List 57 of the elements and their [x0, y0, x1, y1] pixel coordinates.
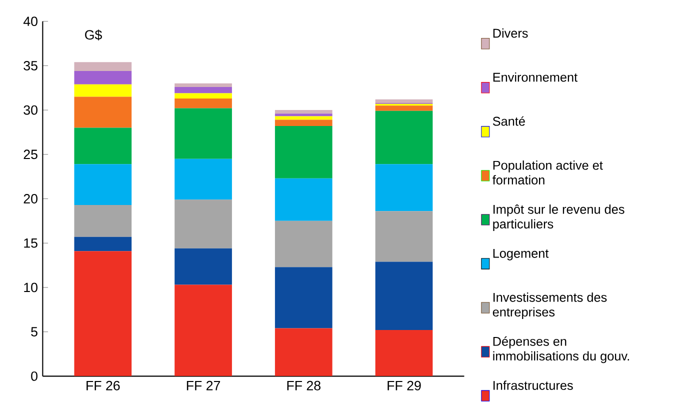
bar [274, 178, 332, 221]
bar [375, 106, 433, 111]
legend-label: Population active et formation [492, 160, 603, 184]
bar [375, 262, 433, 330]
bar [375, 164, 433, 212]
x-tick-label: FF 26 [86, 380, 120, 390]
y-tick-label: 10 [24, 282, 38, 292]
text: Environnement [493, 72, 578, 82]
bar [274, 328, 332, 376]
bar [274, 116, 332, 120]
legend-label: Impôt sur le revenu des particuliers [493, 204, 624, 231]
text: Logement [493, 248, 549, 260]
bar [274, 126, 332, 178]
bar [274, 114, 332, 116]
y-tick-label: 20 [24, 194, 38, 204]
text: Divers [493, 28, 528, 38]
y-tick-label: 5 [31, 327, 38, 336]
bar [174, 98, 232, 108]
bar [274, 110, 332, 114]
y-tick-label: 30 [24, 105, 38, 115]
bar [74, 204, 132, 237]
y-tick-label: 35 [24, 60, 38, 70]
bar [174, 284, 232, 376]
y-tick-label: 15 [24, 238, 38, 248]
text: Santé [492, 116, 525, 126]
bar [74, 251, 132, 376]
y-axis-title: G$ [85, 30, 102, 40]
text: Infrastructures [494, 380, 573, 390]
bar [274, 220, 332, 267]
bar [74, 62, 132, 71]
bar [174, 248, 232, 285]
bar [74, 96, 132, 128]
legend-label: Investissements des entreprises [492, 292, 607, 319]
x-tick-label: FF 27 [186, 380, 220, 390]
bar [174, 108, 232, 159]
bar [375, 330, 433, 376]
bar [74, 236, 132, 252]
y-tick-label: 25 [24, 150, 38, 160]
x-tick-label: FF 29 [388, 380, 421, 390]
legend-label: Dépenses en immobilisations du gouv. [493, 336, 629, 363]
x-tick-label: FF 28 [287, 380, 320, 390]
bar [274, 120, 332, 126]
bar [174, 93, 232, 98]
bar [174, 158, 232, 200]
y-tick-label: 0 [31, 371, 38, 381]
bar [74, 164, 132, 205]
bar [74, 128, 132, 164]
bar [174, 83, 232, 87]
bar [174, 200, 232, 248]
bar [375, 211, 433, 262]
bar [375, 110, 433, 164]
y-tick-label: 40 [23, 16, 38, 26]
bar [74, 70, 132, 84]
bar [174, 86, 232, 94]
bar [375, 99, 433, 103]
bar [274, 266, 332, 328]
bar [74, 84, 132, 97]
